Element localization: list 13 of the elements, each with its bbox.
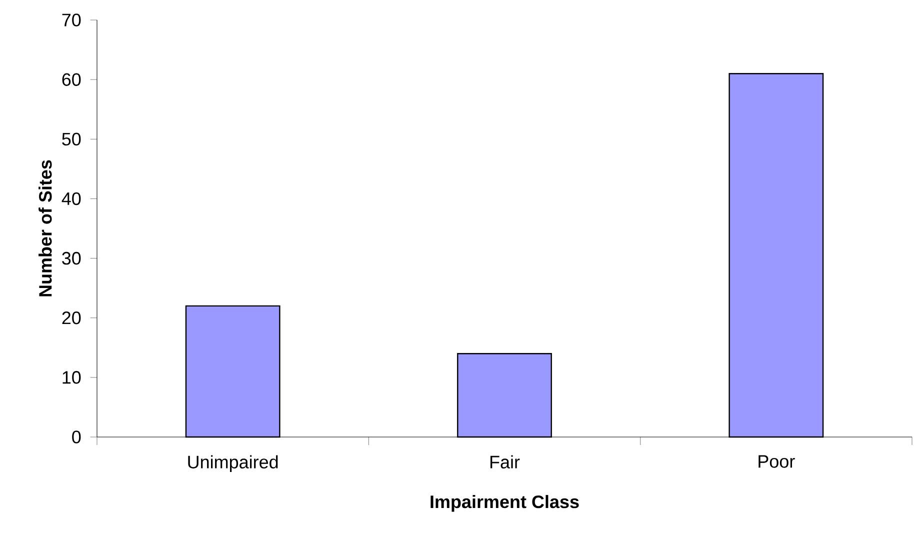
y-tick-label: 40 — [62, 192, 81, 206]
y-tick-label: 30 — [62, 252, 81, 265]
y-axis-title: Number of Sites — [38, 160, 52, 296]
y-tick-label: 0 — [72, 430, 81, 444]
x-axis-title: Impairment Class — [430, 494, 579, 512]
y-tick-label: 10 — [62, 371, 81, 384]
x-tick-label: Poor — [758, 455, 795, 468]
x-tick-label: Fair — [490, 455, 520, 468]
y-tick-label: 50 — [62, 132, 81, 146]
x-tick-label: Unimpaired — [188, 455, 278, 472]
y-tick-label: 70 — [62, 14, 81, 26]
y-tick-label: 20 — [62, 311, 81, 324]
y-tick-label: 60 — [62, 73, 81, 86]
